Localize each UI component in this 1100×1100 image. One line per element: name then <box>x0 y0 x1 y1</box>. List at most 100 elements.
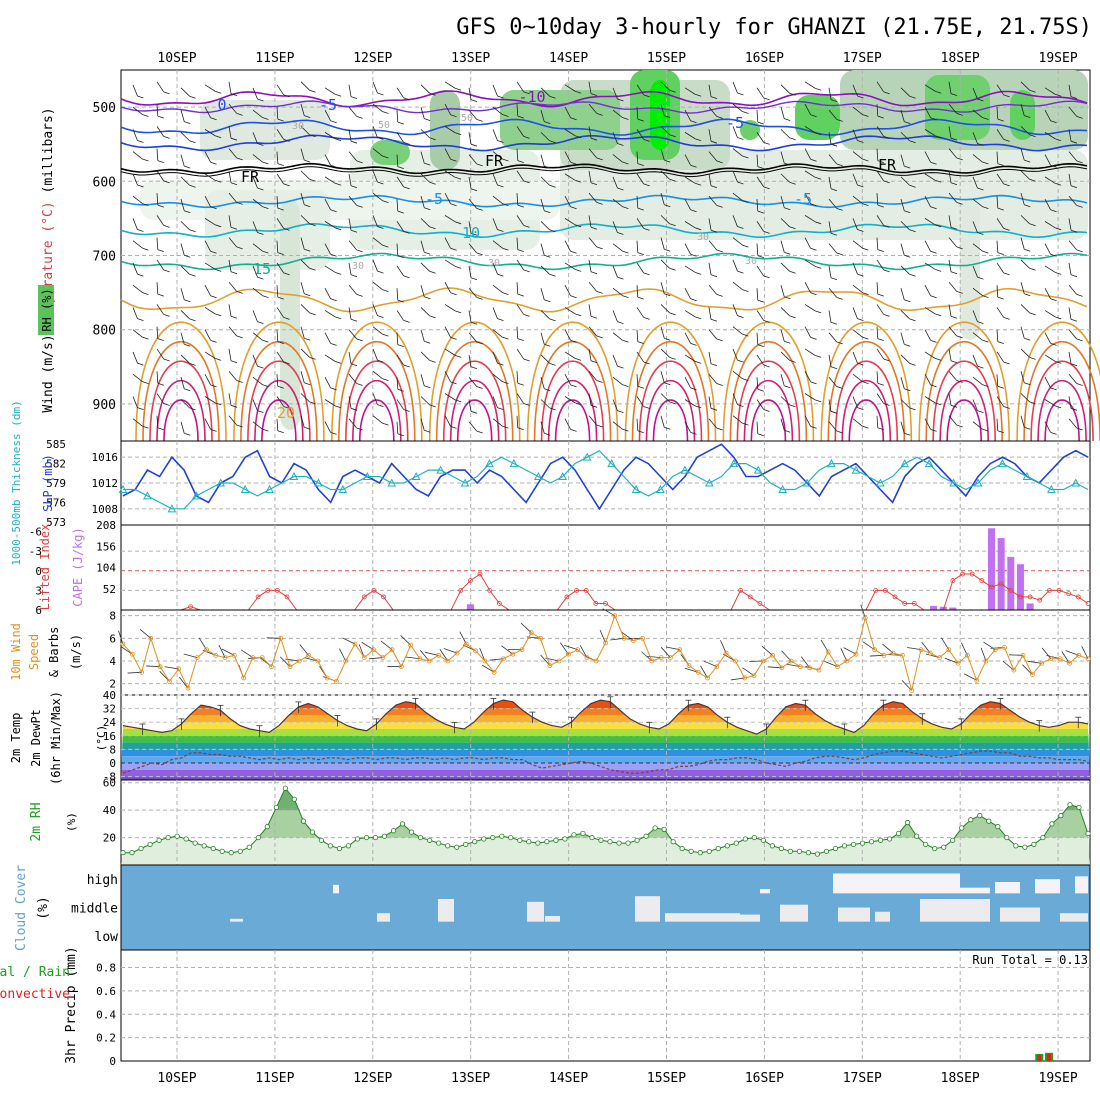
contour-label: 30 <box>697 232 709 243</box>
wind-barb-flag <box>330 431 337 435</box>
wind-speed-marker <box>166 679 172 684</box>
wind-barb <box>900 288 905 300</box>
wind-barb-flag <box>335 138 342 142</box>
wind-barb-flag <box>309 267 316 271</box>
wind-barb <box>228 259 232 272</box>
wind-speed-marker <box>890 650 896 656</box>
wind-barb <box>516 348 524 360</box>
wind-speed-marker <box>398 664 404 670</box>
thickness-marker <box>314 478 323 487</box>
contour-label: 10 <box>462 224 480 242</box>
wind-barb-flag <box>909 229 916 233</box>
wind-speed-marker <box>463 641 469 647</box>
wind-barb <box>756 221 764 232</box>
wind-barb-flag <box>570 250 577 254</box>
wind-barb-flag <box>189 229 196 233</box>
rh-marker <box>598 837 604 843</box>
wind-barb <box>420 240 425 253</box>
wind-barb-flag <box>304 115 311 119</box>
thickness-marker <box>143 491 152 500</box>
wind-barb <box>1044 399 1056 407</box>
wind-barb <box>300 126 310 136</box>
thickness-marker <box>387 478 397 487</box>
rh-marker <box>255 834 261 841</box>
wind-barb-flag <box>1003 183 1010 187</box>
wind-barb <box>348 240 357 251</box>
wind-barb <box>732 281 743 290</box>
wind-barb-flag <box>904 388 911 392</box>
wind-barb-flag <box>424 340 431 344</box>
wind-barb-flag <box>1070 274 1078 278</box>
wind-barb-flag <box>664 248 671 252</box>
wind-speed-marker <box>686 663 692 668</box>
wind-barb <box>948 192 957 203</box>
wind-barb <box>708 307 712 320</box>
wind-barb <box>708 173 712 186</box>
thickness-marker <box>460 478 470 487</box>
wind-barb <box>204 418 211 430</box>
wind-barb <box>684 198 691 210</box>
wind-barb-flag <box>1024 337 1031 341</box>
wind-barb <box>1068 106 1077 117</box>
wind-barb-flag <box>757 255 764 259</box>
wind-10m-speed-series <box>120 613 1091 693</box>
wind-barb <box>828 243 837 254</box>
cloud-cell-high <box>833 873 960 894</box>
wind-barb-flag <box>716 383 723 386</box>
wind-speed-marker <box>454 650 460 656</box>
lifted-index-marker <box>1008 587 1014 593</box>
wind-speed-marker <box>909 688 915 693</box>
wind-barb <box>228 215 232 228</box>
rh-marker <box>778 845 784 852</box>
contour-15 <box>120 252 1088 271</box>
wind-barb <box>948 370 957 381</box>
wind-barb-flag <box>163 358 170 362</box>
wind-barb <box>372 170 378 183</box>
wind-speed-marker <box>491 669 497 675</box>
wind-barb <box>564 374 571 386</box>
rh-marker <box>724 843 730 849</box>
wind-barb <box>1044 377 1051 389</box>
wind-barb-flag <box>309 312 316 316</box>
lifted-index-marker <box>1056 587 1062 593</box>
wind-barb <box>540 310 550 320</box>
wind-barb-flag <box>523 358 530 362</box>
wind-barb <box>564 129 576 137</box>
wind-barb-flag <box>470 366 478 370</box>
cloud-cell-middle <box>838 907 870 922</box>
wind-barb-flag <box>810 425 817 429</box>
contour-label: -10 <box>518 88 545 106</box>
rh-marker <box>706 848 712 854</box>
wind-barb-flag <box>737 226 744 229</box>
lifted-index-marker <box>1027 594 1033 600</box>
wind-barb-flag <box>596 335 603 339</box>
wind-barb <box>1068 129 1072 142</box>
thickness-marker <box>240 484 250 493</box>
wind-barb <box>180 243 185 256</box>
wind-barb-flag <box>784 118 791 122</box>
wind-barb <box>780 351 790 361</box>
thickness-marker <box>216 478 226 487</box>
x-tick-label: 19SEP <box>1039 51 1078 66</box>
thickness-marker <box>631 484 641 493</box>
wind-barb <box>684 287 691 299</box>
wind-barb-flag <box>1029 312 1036 316</box>
lifted-index-marker <box>361 594 367 600</box>
wind-barb <box>660 170 670 180</box>
wind-barb <box>540 265 550 275</box>
wind-speed-marker <box>677 647 683 653</box>
wind-barb <box>948 103 957 114</box>
contour-warm-lobe <box>554 399 591 442</box>
wind-barb <box>372 148 383 157</box>
cloud-cell-high <box>1040 884 1048 894</box>
wind-barb-flag <box>382 422 389 426</box>
x-tick-label: 11SEP <box>255 1071 294 1086</box>
wind-barb-flag <box>283 406 290 409</box>
wind-speed-marker <box>204 647 209 653</box>
wind-barb-flag <box>637 163 644 166</box>
lifted-index-marker <box>1037 597 1043 603</box>
wind-barb-flag <box>1003 138 1010 142</box>
wind-barb <box>276 129 284 140</box>
wind-barb-flag <box>982 384 989 388</box>
wind-barb-flag <box>622 295 629 298</box>
